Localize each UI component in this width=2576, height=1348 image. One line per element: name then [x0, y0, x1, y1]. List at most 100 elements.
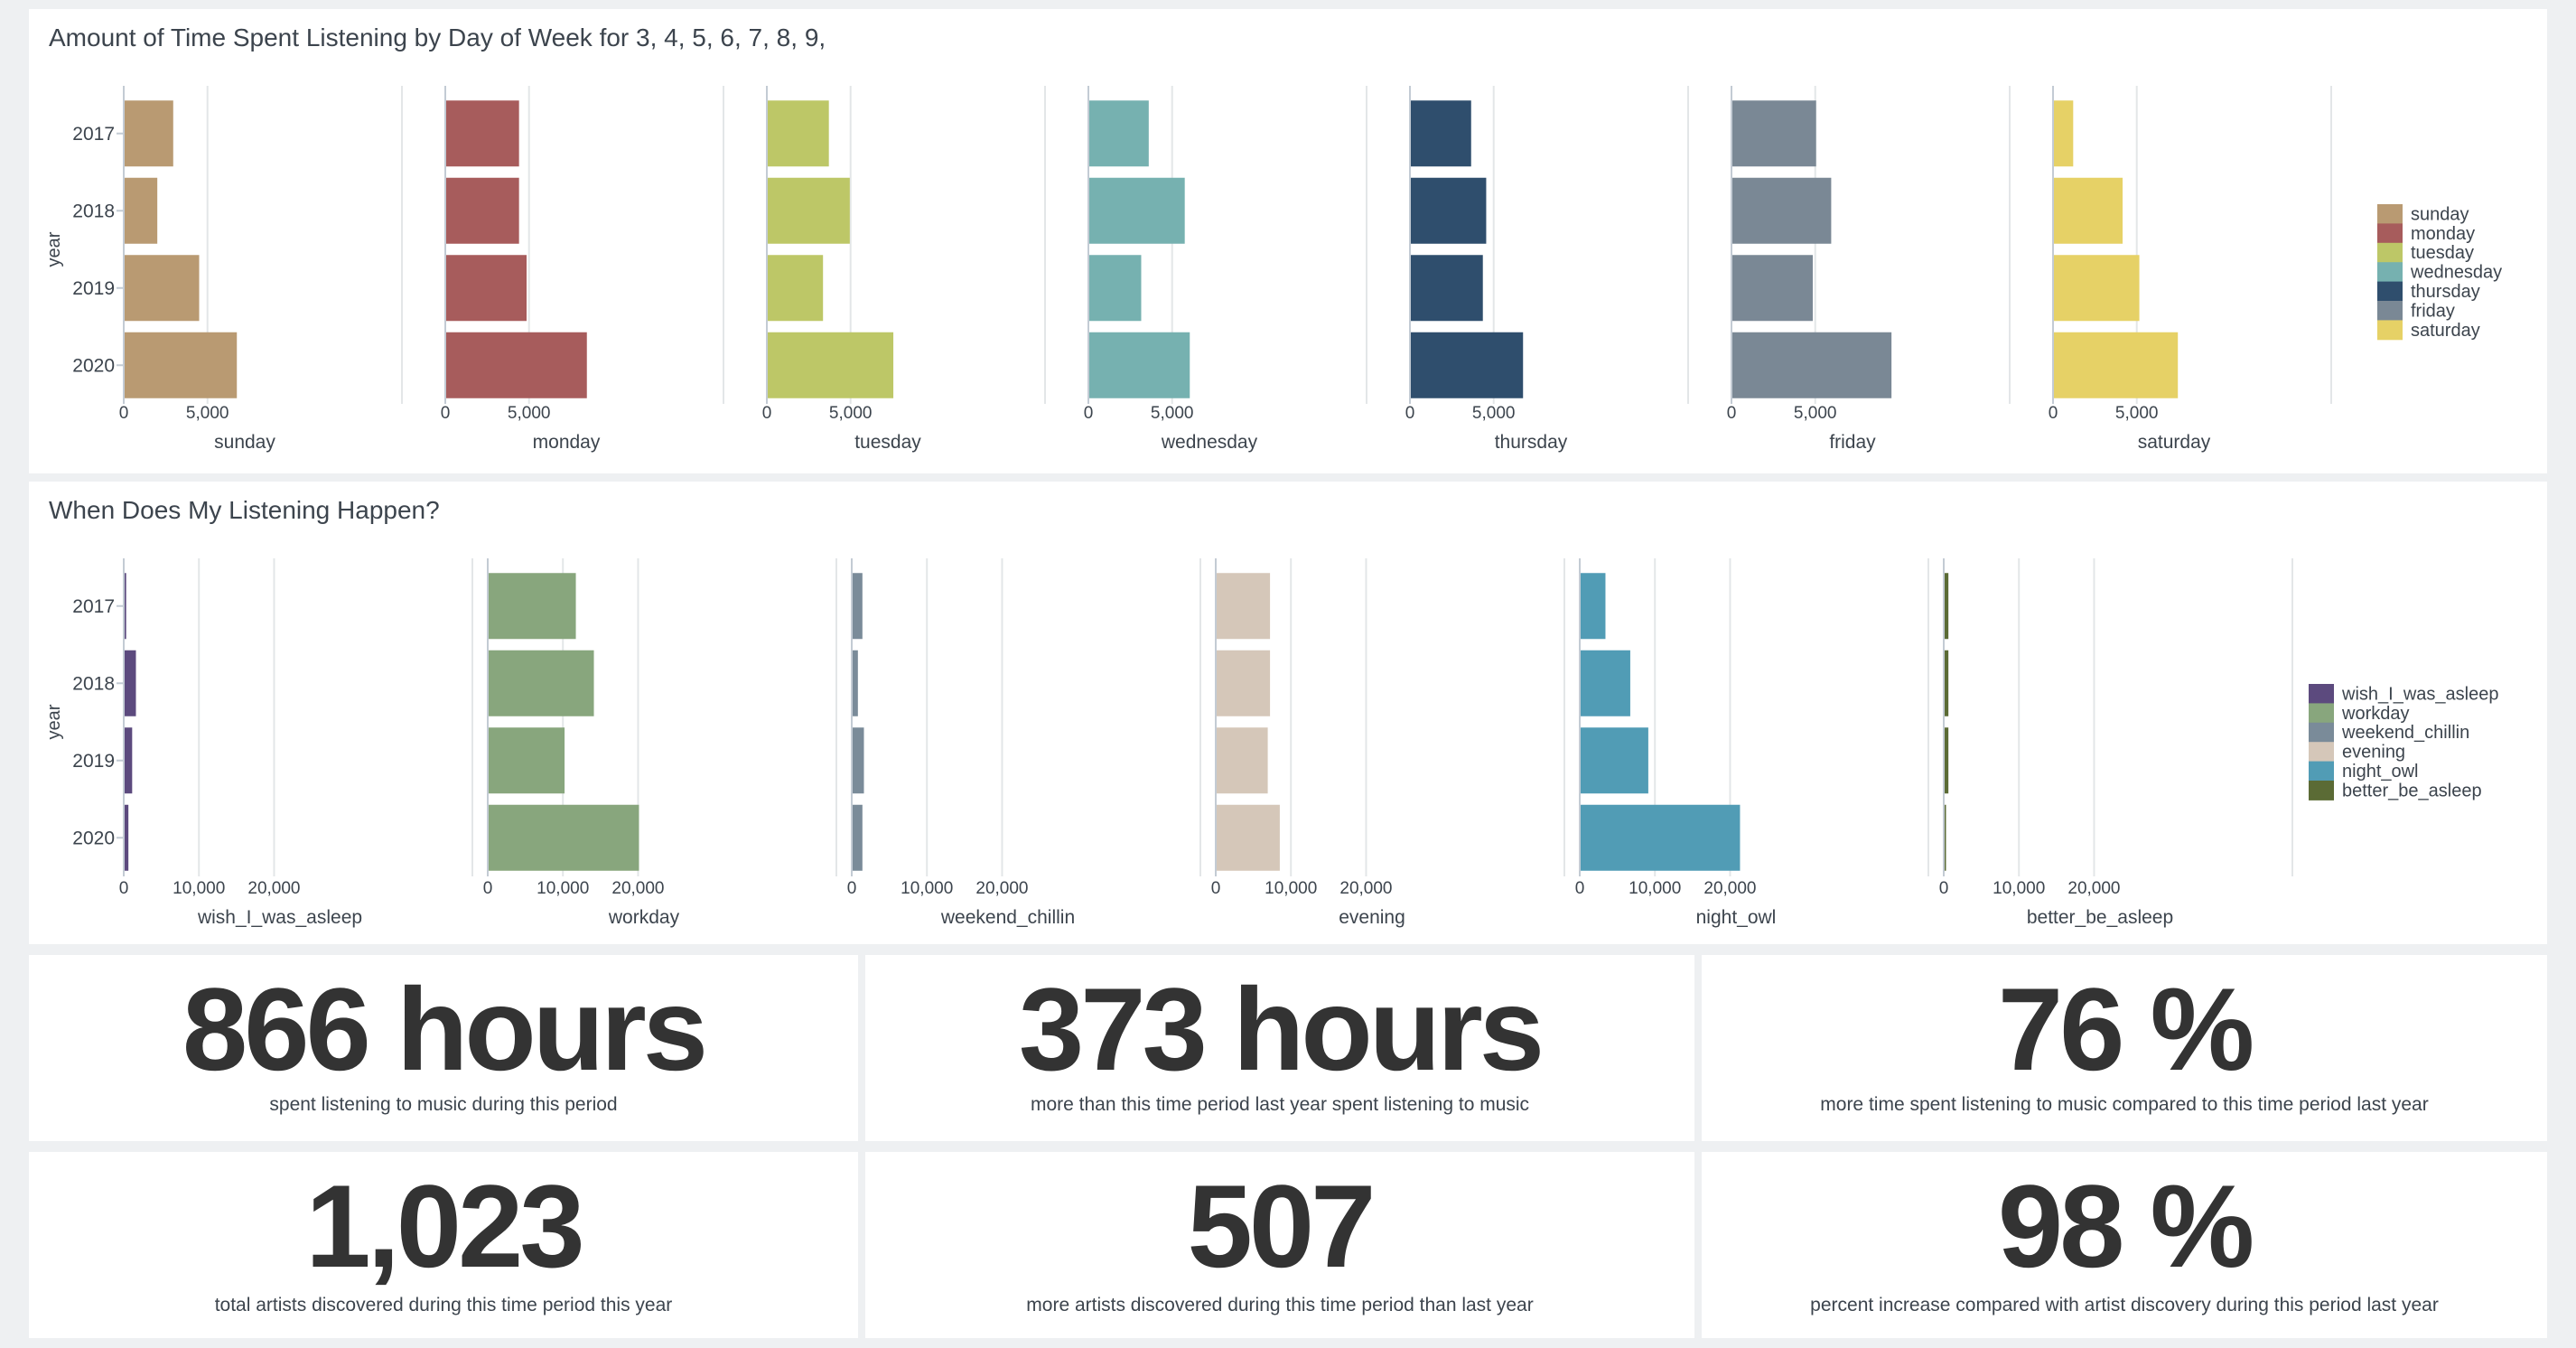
x-tick-label: 20,000 [975, 879, 1028, 898]
y-tick-label: 2020 [72, 355, 115, 376]
bar [1732, 332, 1892, 398]
legend-label: saturday [2411, 321, 2480, 341]
time-of-day-chart: year 2017 2018 2019 2020 0 10,000 20,000 wish_I_… [44, 558, 2498, 928]
legend-swatch [2309, 742, 2334, 763]
y-tick-label: 2018 [72, 201, 115, 221]
legend-swatch [2377, 281, 2403, 302]
legend-label: friday [2411, 301, 2455, 321]
facet-wish_I_was_asleep: 0 10,000 20,000 wish_I_was_asleep [117, 558, 473, 928]
bar [1411, 100, 1471, 167]
bar [125, 727, 133, 794]
x-tick-label: 5,000 [1794, 404, 1837, 423]
y-tick-label: 2017 [72, 124, 115, 145]
bar [125, 332, 238, 398]
x-tick-label: 0 [762, 404, 772, 423]
bar [1411, 332, 1524, 398]
bar [1217, 804, 1280, 871]
facet-label: wednesday [1161, 432, 1258, 453]
legend: wish_I_was_asleepworkdayweekend_chilline… [2309, 684, 2498, 800]
y-tick-label: 2019 [72, 278, 115, 299]
single-value: 98 % [1997, 1160, 2254, 1292]
single-value-label: more time spent listening to music compa… [1820, 1094, 2429, 1115]
bar [853, 727, 864, 794]
single-value-panel: 507 more artists discovered during this … [865, 1152, 1694, 1338]
bar [1089, 332, 1190, 398]
bar [446, 177, 519, 244]
single-value-label: total artists discovered during this tim… [214, 1295, 673, 1315]
single-value: 866 hours [182, 963, 708, 1095]
bar [2054, 332, 2179, 398]
x-tick-label: 0 [119, 879, 129, 898]
x-tick-label: 5,000 [829, 404, 873, 423]
bar [125, 255, 200, 322]
facet-label: wish_I_was_asleep [197, 907, 362, 928]
legend-label: wish_I_was_asleep [2341, 684, 2498, 704]
single-value-label: more artists discovered during this time… [1026, 1295, 1534, 1315]
x-tick-label: 0 [1575, 879, 1585, 898]
bar [125, 100, 173, 167]
bar [125, 177, 158, 244]
x-tick-label: 0 [1211, 879, 1221, 898]
y-axis-title: year [44, 231, 64, 267]
x-tick-label: 0 [441, 404, 451, 423]
bar [768, 100, 829, 167]
bar [1945, 650, 1949, 716]
x-tick-label: 0 [2049, 404, 2058, 423]
bar [1217, 650, 1271, 716]
legend-swatch [2309, 722, 2334, 743]
single-value-panel: 866 hours spent listening to music durin… [29, 955, 858, 1141]
legend-label: wednesday [2410, 263, 2502, 283]
single-value: 1,023 [305, 1160, 584, 1292]
x-tick-label: 0 [483, 879, 493, 898]
legend-swatch [2309, 781, 2334, 800]
facet-label: sunday [214, 432, 275, 453]
facet-label: thursday [1495, 432, 1568, 453]
facet-label: monday [533, 432, 601, 453]
facet-label: night_owl [1696, 907, 1777, 928]
facet-better_be_asleep: 0 10,000 20,000 better_be_asleep [1939, 558, 2293, 928]
bar [1945, 804, 1946, 871]
legend-swatch [2309, 761, 2334, 782]
single-value-panel: 98 % percent increase compared with arti… [1702, 1152, 2547, 1338]
bar [125, 573, 126, 640]
x-tick-label: 5,000 [1151, 404, 1194, 423]
x-tick-label: 20,000 [1339, 879, 1392, 898]
bar [1217, 573, 1271, 640]
facet-label: saturday [2138, 432, 2211, 453]
bar [2054, 255, 2140, 322]
bar [853, 650, 858, 716]
y-tick-label: 2018 [72, 673, 115, 694]
bar [1581, 727, 1648, 794]
x-tick-label: 10,000 [1265, 879, 1317, 898]
bar [1217, 727, 1268, 794]
x-tick-label: 0 [1939, 879, 1949, 898]
legend-label: weekend_chillin [2341, 723, 2469, 743]
panel-title: Amount of Time Spent Listening by Day of… [49, 23, 826, 51]
bar [489, 727, 565, 794]
bar [125, 650, 136, 716]
single-value: 76 % [1997, 963, 2254, 1095]
bar [1732, 255, 1813, 322]
y-tick-label: 2017 [72, 596, 115, 617]
bar [853, 804, 863, 871]
x-tick-label: 10,000 [1629, 879, 1681, 898]
facet-weekend_chillin: 0 10,000 20,000 weekend_chillin [847, 558, 1201, 928]
x-tick-label: 0 [1405, 404, 1415, 423]
bar [489, 804, 639, 871]
x-tick-label: 0 [119, 404, 129, 423]
facet-label: weekend_chillin [940, 907, 1075, 928]
bar [489, 650, 594, 716]
bar [1945, 727, 1949, 794]
facet-label: evening [1339, 907, 1405, 928]
legend-swatch [2377, 262, 2403, 283]
legend-swatch [2377, 223, 2403, 244]
bar [446, 332, 587, 398]
x-tick-label: 20,000 [611, 879, 664, 898]
bar [1945, 573, 1949, 640]
bar [768, 177, 850, 244]
facet-sunday: 0 5,000 sunday [117, 86, 403, 453]
x-tick-label: 20,000 [2067, 879, 2120, 898]
single-value-label: more than this time period last year spe… [1030, 1094, 1530, 1115]
bar [1581, 573, 1606, 640]
legend-label: thursday [2411, 282, 2480, 302]
